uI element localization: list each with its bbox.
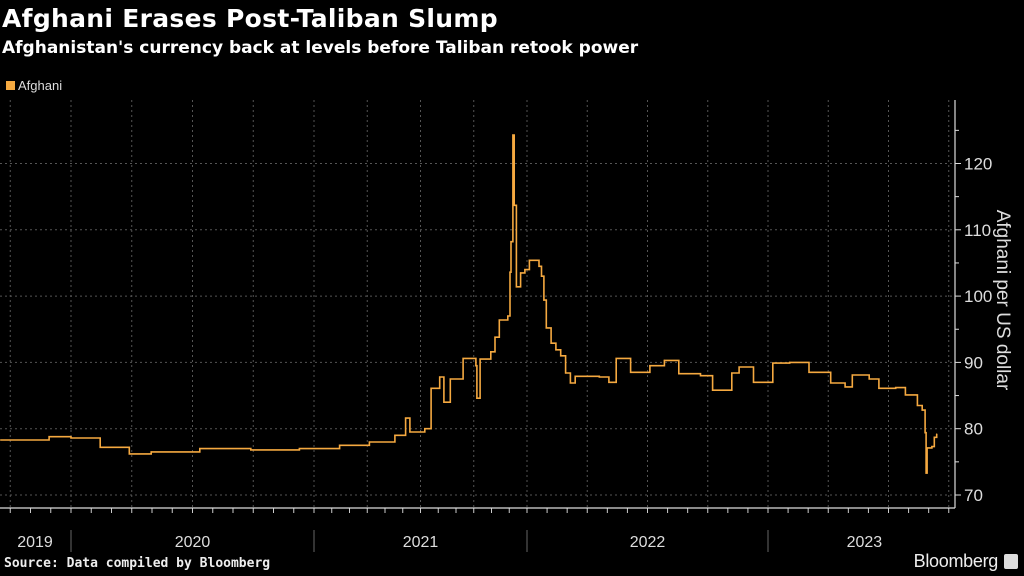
data-point — [540, 275, 543, 277]
data-point — [895, 386, 897, 389]
data-point — [851, 374, 853, 376]
data-point — [936, 433, 938, 435]
data-point — [538, 265, 540, 267]
data-point — [99, 446, 101, 448]
data-point — [250, 449, 252, 451]
data-point — [199, 447, 201, 450]
data-point — [515, 286, 517, 288]
data-point — [510, 241, 512, 243]
data-point — [560, 355, 562, 357]
data-point — [678, 373, 680, 375]
data-point — [479, 358, 481, 360]
chart-subtitle: Afghanistan's currency back at levels be… — [2, 38, 639, 58]
data-point — [711, 389, 714, 391]
data-point — [368, 441, 370, 443]
bloomberg-chart-icon — [1004, 554, 1018, 569]
data-point — [439, 376, 441, 378]
data-point — [520, 272, 522, 274]
data-point — [789, 361, 791, 363]
data-point — [543, 299, 545, 301]
data-point — [128, 453, 130, 455]
data-point — [70, 437, 72, 439]
data-point — [524, 268, 526, 271]
data-point — [475, 365, 477, 367]
data-point — [150, 451, 152, 453]
legend: Afghani — [6, 78, 62, 93]
series-line-afghani — [0, 134, 938, 474]
data-point — [926, 447, 928, 449]
data-point — [574, 375, 576, 377]
data-point — [630, 371, 632, 373]
x-tick-label: 2019 — [17, 534, 53, 551]
x-tick-label: 2020 — [175, 534, 211, 551]
data-point — [649, 365, 651, 367]
data-point — [925, 472, 927, 474]
data-point — [608, 381, 610, 383]
data-point — [298, 447, 301, 450]
data-point — [598, 376, 600, 378]
data-point — [494, 336, 496, 338]
data-point — [338, 444, 341, 446]
data-point — [772, 362, 774, 364]
data-point — [449, 378, 451, 380]
data-point — [545, 327, 547, 329]
data-point — [555, 349, 557, 351]
data-point — [878, 387, 880, 389]
data-point — [507, 315, 509, 317]
data-point — [731, 372, 733, 374]
data-point — [462, 357, 464, 360]
data-point — [844, 386, 846, 388]
y-tick-label: 70 — [964, 486, 983, 505]
data-point — [699, 375, 702, 377]
y-tick-label: 120 — [964, 155, 992, 174]
data-point — [409, 431, 411, 433]
y-tick-label: 100 — [964, 287, 992, 306]
data-point — [569, 382, 571, 384]
data-point — [738, 366, 740, 368]
data-point — [931, 446, 933, 448]
data-point — [868, 378, 870, 380]
x-tick-label: 2023 — [847, 534, 883, 551]
data-point — [921, 409, 923, 411]
data-point — [0, 439, 2, 441]
data-point — [509, 271, 511, 273]
x-tick-label: 2021 — [403, 534, 439, 551]
data-point — [443, 401, 445, 403]
data-point — [404, 417, 407, 419]
data-point — [476, 397, 478, 399]
bloomberg-logo: Bloomberg — [913, 551, 999, 571]
data-point — [498, 319, 500, 321]
data-point — [916, 404, 919, 407]
data-point — [48, 436, 50, 438]
x-tick-label: 2022 — [630, 534, 666, 551]
data-point — [490, 351, 492, 353]
data-point — [564, 372, 567, 374]
data-point — [904, 394, 906, 396]
data-point — [513, 204, 515, 206]
source-note: Source: Data compiled by Bloomberg — [4, 556, 271, 571]
data-point — [933, 436, 935, 438]
data-point — [512, 134, 514, 136]
y-axis-label: Afghani per US dollar — [992, 209, 1013, 391]
data-point — [615, 357, 617, 360]
y-tick-label: 110 — [964, 221, 991, 240]
data-point — [663, 359, 665, 362]
data-point — [808, 371, 810, 373]
data-point — [830, 382, 832, 384]
legend-label: Afghani — [18, 78, 63, 93]
y-tick-label: 80 — [964, 420, 983, 439]
legend-swatch — [6, 81, 15, 90]
data-point — [394, 434, 396, 436]
data-point — [924, 432, 926, 434]
data-point — [752, 381, 755, 383]
data-point — [430, 387, 432, 389]
data-point — [550, 342, 552, 344]
chart-title: Afghani Erases Post-Taliban Slump — [2, 4, 498, 33]
data-point — [424, 428, 426, 430]
y-tick-label: 90 — [964, 353, 983, 372]
data-point — [528, 259, 531, 261]
